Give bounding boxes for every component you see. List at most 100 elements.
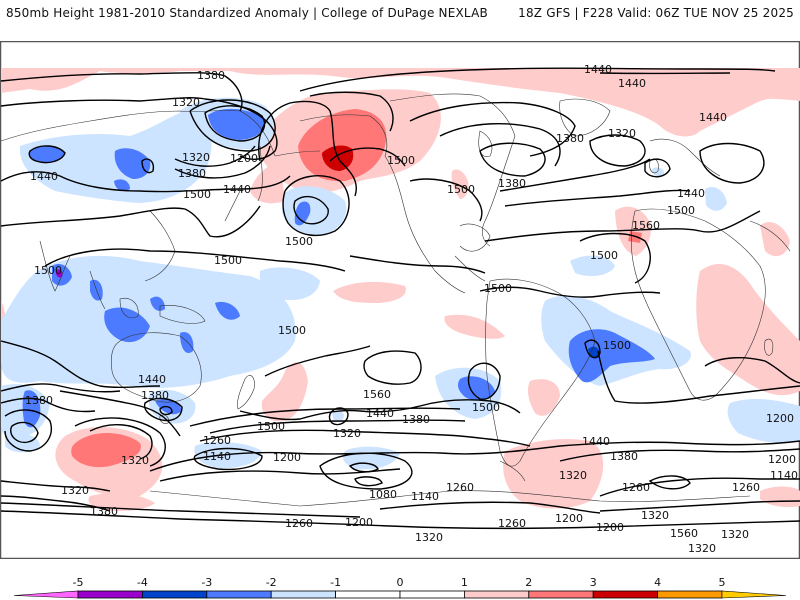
anomaly-neg1-s-indian-mid (194, 441, 262, 469)
contour-1440-n-atlantic (504, 189, 691, 207)
contour-1380-europe-loop (644, 158, 671, 178)
anomaly-pos1-nw-africa (615, 206, 651, 256)
contour-1560-atlantic (579, 232, 651, 284)
anomaly-pos1-s-america-west (527, 379, 560, 416)
contour-label: 1500 (278, 324, 306, 337)
anomaly-pos1-nz (261, 362, 308, 422)
contour-1500-asia (0, 205, 261, 238)
contour-label: 1320 (121, 454, 149, 467)
contour-1440-n-pacific (293, 195, 329, 225)
contour-1080-s-ocean-b (354, 476, 383, 487)
contour-label: 1500 (667, 204, 695, 217)
colorbar-segment (592, 590, 659, 599)
contour-label: 1260 (622, 481, 650, 494)
contour-1440-alaska-loop (258, 100, 357, 197)
contour-label: 1560 (363, 388, 391, 401)
colorbar-tick-label: -4 (137, 576, 148, 589)
coast-europe (649, 138, 721, 177)
contour-1500-s-pacific-e (467, 362, 501, 400)
contour-1320-tasman (159, 405, 173, 416)
contour-label: 1320 (333, 427, 361, 440)
contour-label: 1140 (203, 450, 231, 463)
contour-1500-pacific-circle (328, 407, 349, 426)
colorbar-tick-label: 2 (525, 576, 532, 589)
contour-label: 1320 (688, 542, 716, 555)
contour-1560-pacific (363, 350, 422, 385)
colorbar-segment (399, 590, 465, 599)
anomaly-pos1-scandinavia (560, 81, 780, 137)
contour-label: 1440 (584, 63, 612, 76)
contour-label: 1380 (90, 505, 118, 518)
contour-1500-brazil (584, 339, 601, 359)
contour-label: 1200 (768, 453, 796, 466)
anomaly-shading (1, 68, 800, 511)
coast-n-america-east (481, 135, 516, 247)
colorbar-segment-below-neg5 (13, 590, 79, 599)
anomaly-neg1-se-indian (727, 399, 800, 444)
height-contours (0, 67, 800, 530)
anomaly-map: 1380 1440 1440 1320 1200 1320 1380 1440 … (0, 41, 800, 559)
coast-eurasia-arctic (0, 110, 276, 157)
anomaly-neg4-bay-bengal (55, 269, 63, 278)
contour-label: 1320 (182, 151, 210, 164)
contour-1380-s-pacific (209, 419, 466, 434)
contour-label: 1440 (582, 435, 610, 448)
coast-nz (237, 375, 255, 410)
contour-label: 1200 (273, 451, 301, 464)
contour-label: 1500 (34, 264, 62, 277)
contour-label: 1140 (770, 469, 798, 482)
contour-1260-s-indian-low (10, 421, 39, 444)
colorbar-segment (141, 590, 208, 599)
coast-antarctic-shelf (149, 490, 751, 507)
contour-1320-s-indian-low (4, 409, 52, 452)
contour-1380-n-atlantic (499, 158, 651, 192)
coast-antarctic-peninsula (499, 460, 526, 482)
colorbar-tick-label: 1 (461, 576, 468, 589)
anomaly-pos1-s-lower (88, 493, 155, 511)
colorbar-segments (13, 590, 787, 599)
contour-label: 1320 (172, 96, 200, 109)
coast-n-america-west (384, 155, 466, 294)
map-title: 850mb Height 1981-2010 Standardized Anom… (6, 6, 488, 20)
contour-label: 1380 (141, 389, 169, 402)
contour-label: 1440 (138, 373, 166, 386)
contour-label: 1320 (608, 127, 636, 140)
contour-label: 1440 (223, 183, 251, 196)
contour-1500-nw-america (329, 147, 406, 167)
contour-1500-c-america (409, 178, 483, 222)
contour-label: 1500 (257, 420, 285, 433)
contour-1500-atlantic (484, 210, 761, 242)
colorbar-segment (528, 590, 594, 599)
colorbar-tick-label: 3 (590, 576, 597, 589)
coast-australia (110, 332, 202, 403)
contour-label: 1200 (555, 512, 583, 525)
contour-label: 1320 (721, 528, 749, 541)
contour-1200-s-ocean-e (599, 477, 800, 497)
colorbar-tick-label: -5 (73, 576, 84, 589)
contour-1500-s-pacific-2 (239, 399, 521, 421)
anomaly-neg2-n-australia (180, 331, 194, 353)
contour-1080-s-ocean-a (348, 462, 379, 473)
anomaly-neg1-maritime (1, 255, 296, 388)
anomaly-pos1-e-africa (696, 263, 800, 396)
contour-label: 1380 (178, 167, 206, 180)
coast-n-america-canada (389, 93, 516, 137)
contour-label: 1440 (366, 407, 394, 420)
contour-1260-s-ocean-e (559, 448, 800, 462)
contour-1320-s-pacific (199, 429, 531, 447)
contour-label: 1260 (446, 481, 474, 494)
coast-borneo (119, 298, 139, 319)
contour-1440-canada (409, 101, 576, 157)
colorbar-segment (77, 590, 143, 599)
colorbar-segment (657, 590, 723, 599)
anomaly-neg1-n-atlantic-lake (652, 167, 665, 177)
contour-label: 1200 (345, 516, 373, 529)
contour-1500-s-pacific (264, 345, 371, 377)
contour-label: 1500 (484, 282, 512, 295)
anomaly-pos1-arctic (1, 68, 800, 101)
contour-label: 1440 (699, 111, 727, 124)
anomaly-pos2-alaska (298, 109, 387, 182)
contour-1440-europe-loop (699, 142, 765, 184)
contour-label: 1320 (641, 509, 669, 522)
coast-arabia (749, 220, 791, 252)
